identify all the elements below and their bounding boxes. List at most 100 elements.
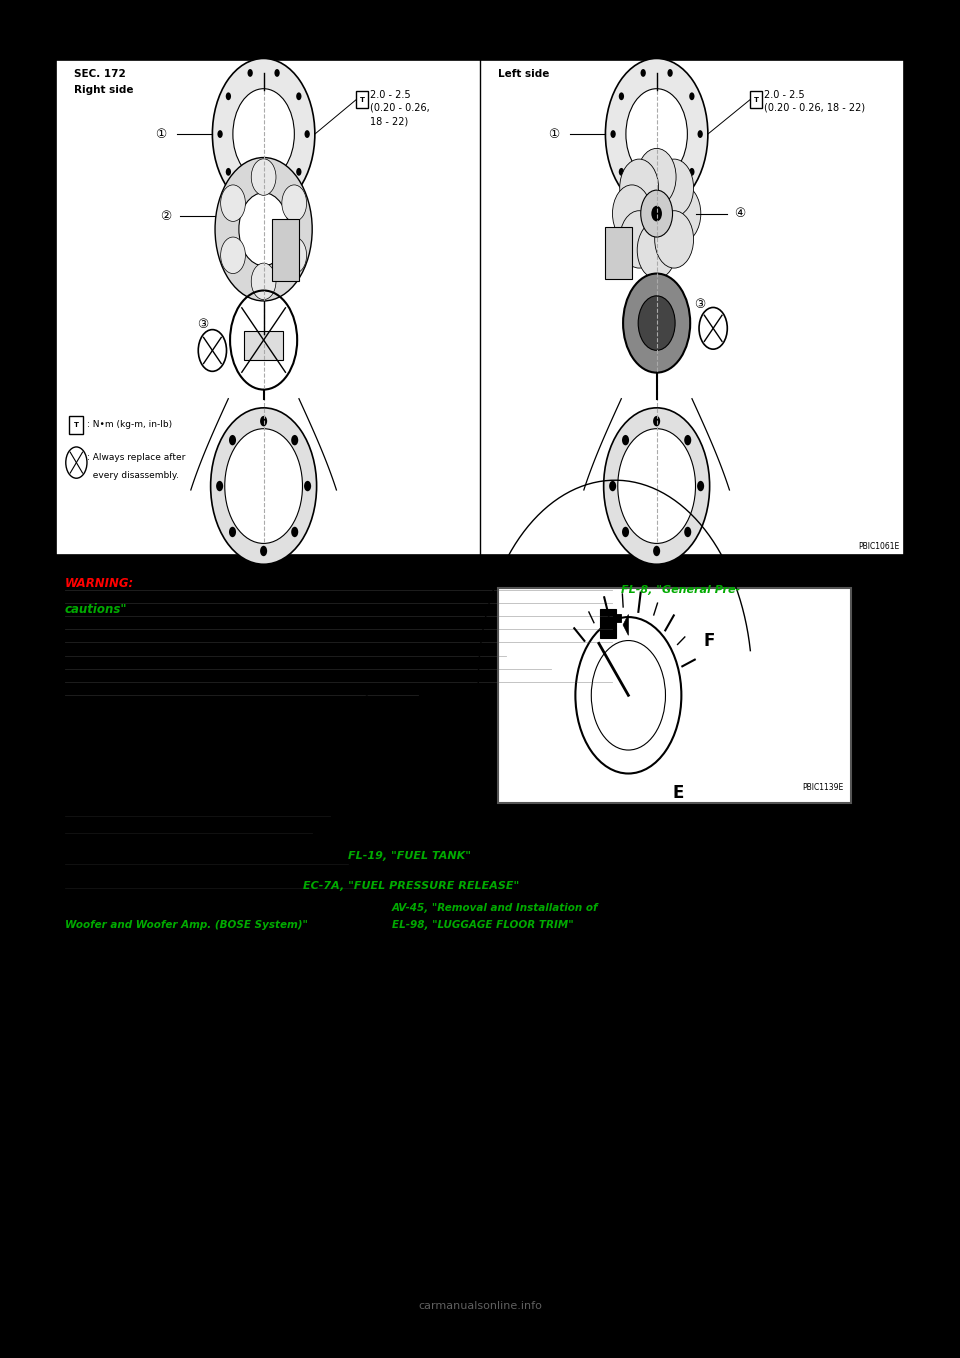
Circle shape: [212, 58, 315, 209]
Circle shape: [275, 69, 279, 77]
Text: ①: ①: [548, 128, 560, 141]
Circle shape: [611, 130, 615, 139]
Text: E: E: [673, 784, 684, 803]
Circle shape: [221, 238, 246, 273]
Text: Woofer and Woofer Amp. (BOSE System)": Woofer and Woofer Amp. (BOSE System)": [65, 921, 308, 930]
Text: T: T: [74, 422, 79, 428]
Text: PBIC1139E: PBIC1139E: [803, 784, 844, 793]
Text: SEC. 172: SEC. 172: [74, 69, 126, 79]
Circle shape: [622, 435, 629, 445]
Circle shape: [210, 407, 317, 565]
Bar: [606, 227, 632, 278]
Circle shape: [260, 546, 267, 557]
Circle shape: [638, 296, 675, 350]
Text: : N•m (kg-m, in-lb): : N•m (kg-m, in-lb): [87, 420, 172, 429]
Text: ①: ①: [156, 128, 166, 141]
Circle shape: [248, 191, 252, 200]
Text: EL-98, "LUGGAGE FLOOR TRIM": EL-98, "LUGGAGE FLOOR TRIM": [392, 921, 573, 930]
Circle shape: [655, 159, 693, 216]
Text: FL-8, "General Pre-: FL-8, "General Pre-: [621, 585, 740, 595]
Circle shape: [620, 159, 659, 216]
Circle shape: [606, 58, 708, 209]
Bar: [751, 91, 761, 109]
Circle shape: [225, 429, 302, 543]
Circle shape: [258, 77, 269, 94]
Circle shape: [640, 191, 646, 200]
Circle shape: [620, 210, 659, 268]
Text: Right side: Right side: [74, 84, 133, 95]
Circle shape: [216, 481, 223, 492]
Circle shape: [653, 416, 660, 426]
Text: ③: ③: [695, 299, 706, 311]
Text: carmanualsonline.info: carmanualsonline.info: [418, 1301, 542, 1312]
Circle shape: [637, 221, 676, 278]
Circle shape: [640, 190, 673, 238]
Circle shape: [248, 69, 252, 77]
Circle shape: [651, 77, 662, 94]
Circle shape: [689, 92, 694, 100]
Circle shape: [252, 159, 276, 196]
Circle shape: [637, 148, 676, 206]
Circle shape: [655, 210, 693, 268]
Circle shape: [619, 92, 624, 100]
Text: EC-7A, "FUEL PRESSURE RELEASE": EC-7A, "FUEL PRESSURE RELEASE": [303, 881, 519, 891]
Bar: [600, 610, 616, 638]
Text: ④: ④: [734, 206, 746, 220]
Bar: [273, 219, 299, 281]
Text: WARNING:: WARNING:: [65, 577, 134, 591]
Circle shape: [667, 191, 673, 200]
Circle shape: [239, 193, 288, 266]
Bar: [612, 614, 621, 622]
Circle shape: [618, 429, 695, 543]
Circle shape: [623, 273, 690, 372]
Text: ②: ②: [159, 209, 171, 223]
Circle shape: [282, 238, 306, 273]
Circle shape: [610, 481, 616, 492]
Circle shape: [221, 185, 246, 221]
Text: cautions": cautions": [65, 603, 128, 617]
Circle shape: [698, 130, 703, 139]
Circle shape: [282, 185, 306, 221]
Text: Left side: Left side: [497, 69, 549, 79]
Circle shape: [297, 168, 301, 175]
Circle shape: [651, 206, 662, 221]
Circle shape: [226, 92, 231, 100]
Text: 2.0 - 2.5: 2.0 - 2.5: [764, 90, 805, 100]
Circle shape: [304, 481, 311, 492]
Bar: [56, 60, 904, 555]
Text: ③: ③: [197, 318, 208, 331]
Bar: [356, 91, 368, 109]
Circle shape: [297, 92, 301, 100]
Text: 2.0 - 2.5: 2.0 - 2.5: [371, 90, 411, 100]
Text: T: T: [754, 96, 758, 102]
Circle shape: [304, 130, 310, 139]
Text: every disassembly.: every disassembly.: [87, 471, 179, 481]
Polygon shape: [623, 614, 629, 636]
Text: AV-45, "Removal and Installation of: AV-45, "Removal and Installation of: [392, 903, 598, 913]
Circle shape: [640, 69, 646, 77]
Circle shape: [260, 416, 267, 426]
Circle shape: [604, 407, 709, 565]
Circle shape: [215, 158, 312, 301]
Circle shape: [619, 168, 624, 175]
Circle shape: [697, 481, 704, 492]
Circle shape: [662, 185, 701, 242]
Text: 18 - 22): 18 - 22): [371, 115, 409, 126]
Circle shape: [229, 435, 236, 445]
Circle shape: [626, 88, 687, 179]
Bar: [244, 331, 283, 360]
Circle shape: [229, 527, 236, 538]
Text: ℓ: ℓ: [362, 695, 368, 709]
Text: F: F: [704, 631, 715, 649]
Text: (0.20 - 0.26,: (0.20 - 0.26,: [371, 103, 430, 113]
Circle shape: [689, 168, 694, 175]
Circle shape: [667, 69, 673, 77]
Circle shape: [684, 435, 691, 445]
Bar: [497, 588, 851, 803]
Circle shape: [226, 168, 231, 175]
Circle shape: [291, 435, 299, 445]
Text: (0.20 - 0.26, 18 - 22): (0.20 - 0.26, 18 - 22): [764, 103, 866, 113]
Circle shape: [291, 527, 299, 538]
Text: FL-19, "FUEL TANK": FL-19, "FUEL TANK": [348, 851, 470, 861]
Circle shape: [622, 527, 629, 538]
